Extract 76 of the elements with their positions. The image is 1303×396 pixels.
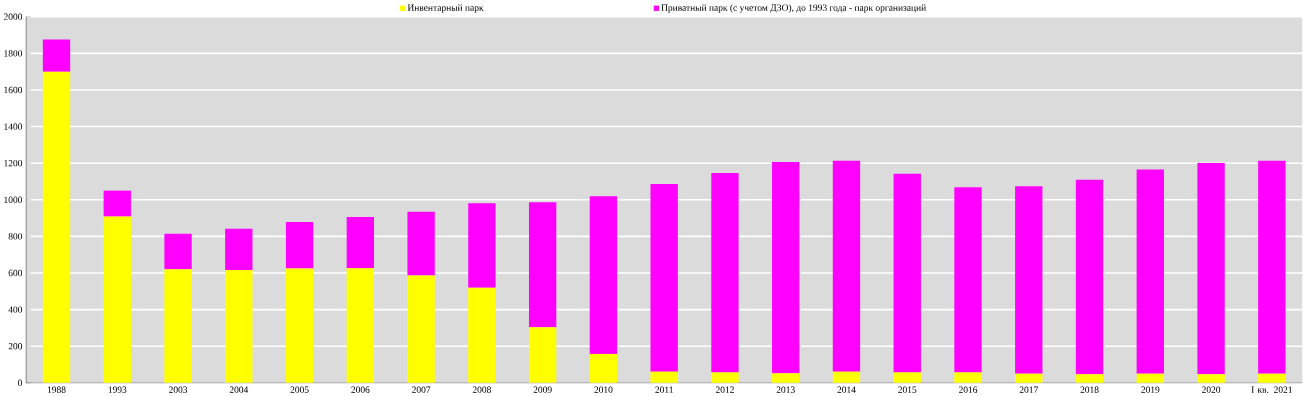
bar [893,372,921,383]
legend-label: Приватный парк (с учетом ДЗО), до 1993 года - парк организаций [661,3,926,13]
x-tick-label: 2016 [958,386,978,393]
y-tick-label: 0 [18,379,23,386]
x-tick-label: 2018 [1080,386,1099,393]
x-tick-label: 2014 [837,386,856,393]
x-tick-label: 2006 [351,386,370,393]
y-tick-label: 1000 [4,196,23,203]
bar [42,39,71,72]
bar [772,373,800,383]
bar [650,371,678,383]
x-tick-label: 2008 [472,386,491,393]
bar [468,287,496,383]
bar [1136,373,1164,383]
x-tick-label: 1988 [47,386,66,393]
bar [285,268,314,383]
bar [407,275,435,383]
bar [1075,374,1104,383]
x-tick-label: 2003 [169,386,188,393]
bar [225,269,253,383]
x-tick-label: 2015 [898,386,917,393]
x-tick-label: 2012 [715,386,734,393]
bar [407,211,435,276]
legend-label: Инвентарный парк [407,4,484,13]
bar [711,372,739,383]
y-tick-label: 200 [8,342,23,350]
bar [1136,169,1164,374]
bar [1015,373,1043,383]
bar [528,326,557,383]
x-tick-label: 2004 [229,386,249,393]
bar [772,161,800,374]
bar [225,228,253,270]
x-tick-label: 2005 [290,386,309,393]
x-tick-label: 2020 [1202,386,1221,393]
bar [285,221,314,269]
y-tick-label: 400 [8,306,23,313]
bar [42,71,71,383]
y-tick-label: 1800 [4,49,23,57]
y-tick-label: 1400 [4,123,23,130]
x-tick-label: 2009 [533,386,552,393]
bar [103,216,131,383]
y-tick-label: 800 [8,232,23,240]
bar [468,203,496,288]
bar [164,268,192,383]
bar [1197,374,1225,383]
bar [954,372,982,383]
bar [164,233,192,269]
x-tick-label: I кв. 2021 [1251,386,1292,393]
bar [528,202,557,327]
bar [1197,162,1225,374]
bar [1258,160,1286,374]
bar [589,353,618,383]
x-tick-label: 2011 [655,386,673,393]
bar [832,371,861,383]
x-tick-label: 2013 [776,386,795,393]
bar [650,183,678,372]
bar [1075,179,1104,374]
y-tick-label: 600 [8,269,23,276]
x-tick-label: 2007 [412,386,431,393]
bar [1015,186,1043,374]
x-tick-label: 2019 [1141,386,1160,393]
bar [832,160,861,372]
y-tick-label: 1200 [4,159,23,167]
bar [954,186,982,373]
bar [893,173,921,373]
bar [346,216,375,269]
x-tick-label: 2010 [594,386,613,393]
bar [711,172,739,373]
bar [589,196,618,354]
x-tick-label: 2017 [1019,386,1038,393]
bar [103,190,131,217]
x-tick-label: 1993 [108,386,127,393]
bar [1258,373,1286,383]
y-tick-label: 2000 [3,13,23,20]
y-tick-label: 1600 [4,86,23,93]
bar [346,268,375,383]
